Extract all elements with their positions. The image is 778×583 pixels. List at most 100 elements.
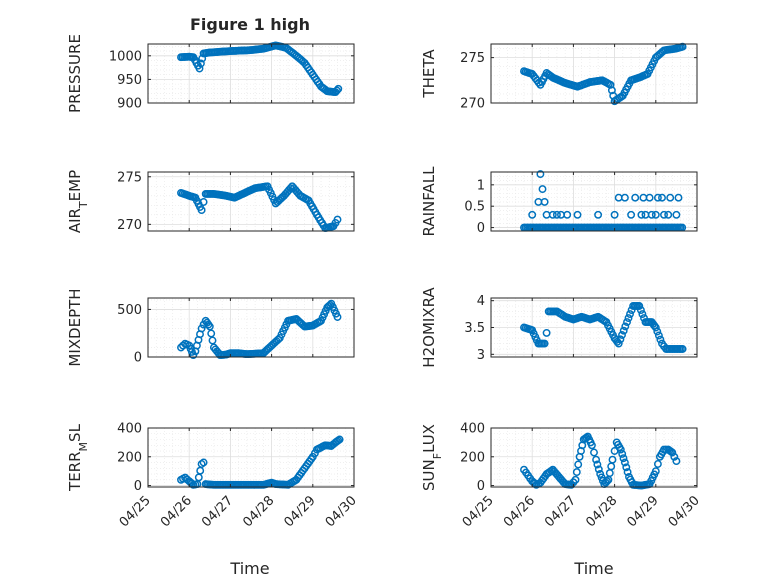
data-point bbox=[627, 210, 636, 219]
data-point bbox=[616, 445, 625, 454]
x-tick-label: 04/30 bbox=[323, 493, 360, 530]
data-point bbox=[332, 86, 341, 95]
data-point bbox=[538, 185, 547, 194]
data-point bbox=[548, 210, 557, 219]
subplot-rainfall: 0 0.5 1 RAINFALL bbox=[420, 166, 698, 237]
data-point bbox=[196, 59, 205, 68]
x-tick-label: 04/27 bbox=[199, 493, 236, 530]
data-point bbox=[619, 326, 628, 335]
figure-title: Figure 1 high bbox=[190, 15, 310, 34]
data-point bbox=[658, 193, 666, 202]
data-point bbox=[590, 448, 598, 457]
data-point bbox=[199, 458, 208, 467]
x-tick-label: 04/28 bbox=[240, 493, 277, 530]
subplot-pressure: 900 950 1000 PRESSURE bbox=[66, 34, 355, 113]
data-point bbox=[651, 467, 660, 476]
data-point bbox=[668, 448, 677, 457]
data-point bbox=[631, 193, 640, 202]
y-axis-label: SUNFLUX bbox=[420, 424, 444, 491]
data-point bbox=[618, 331, 626, 339]
y-tick-label: 0 bbox=[477, 479, 485, 494]
data-point bbox=[645, 193, 654, 202]
data-point bbox=[189, 351, 198, 360]
y-axis-label: AIRTEMP bbox=[66, 170, 90, 233]
data-point bbox=[197, 206, 206, 215]
data-point bbox=[614, 339, 623, 348]
data-point bbox=[674, 193, 683, 202]
data-point bbox=[540, 339, 549, 348]
data-point bbox=[593, 460, 602, 469]
data-point bbox=[540, 197, 549, 206]
data-point bbox=[670, 452, 679, 461]
x-tick-label: 04/26 bbox=[158, 493, 195, 530]
y-axis-label: H2OMIXRA bbox=[420, 287, 438, 368]
data-point bbox=[647, 210, 656, 219]
data-point bbox=[603, 477, 611, 486]
data-point bbox=[653, 460, 662, 468]
data-point bbox=[656, 335, 665, 344]
data-point bbox=[622, 463, 631, 472]
y-tick-label: 275 bbox=[460, 51, 485, 66]
data-point bbox=[594, 210, 603, 219]
y-tick-label: 275 bbox=[117, 170, 142, 185]
data-point bbox=[286, 184, 295, 193]
data-point bbox=[660, 210, 668, 219]
data-point bbox=[552, 210, 561, 219]
data-point bbox=[574, 460, 583, 469]
x-tick-label: 04/25 bbox=[117, 493, 154, 530]
data-point bbox=[334, 84, 343, 93]
data-point bbox=[654, 331, 663, 340]
x-tick-label: 04/26 bbox=[501, 493, 538, 530]
subplot-air-temp: 270 275 AIRTEMP bbox=[66, 170, 355, 233]
data-point bbox=[616, 335, 625, 344]
y-tick-label: 900 bbox=[117, 97, 142, 112]
y-tick-label: 270 bbox=[460, 97, 485, 112]
y-tick-label: 0 bbox=[477, 221, 485, 236]
data-point bbox=[678, 345, 687, 353]
y-axis-label: PRESSURE bbox=[66, 34, 84, 113]
data-point bbox=[635, 302, 644, 310]
data-point bbox=[594, 465, 603, 474]
y-tick-label: 400 bbox=[460, 422, 485, 437]
data-point bbox=[637, 210, 646, 219]
data-point bbox=[195, 64, 204, 73]
subplot-theta: 270 275 THETA bbox=[420, 42, 698, 112]
data-point bbox=[572, 468, 581, 477]
y-axis-label: RAINFALL bbox=[420, 166, 438, 237]
x-tick-label: 04/25 bbox=[460, 493, 497, 530]
subplot-h2omixra: 3 3.5 4 H2OMIXRA bbox=[420, 287, 698, 368]
y-tick-label: 3.5 bbox=[464, 321, 485, 336]
data-point bbox=[205, 322, 214, 331]
data-point bbox=[333, 215, 342, 224]
data-point bbox=[653, 327, 662, 336]
y-tick-label: 1000 bbox=[109, 49, 142, 64]
data-point bbox=[542, 328, 551, 337]
axes-box bbox=[490, 171, 698, 232]
x-tick-label: 04/29 bbox=[282, 493, 319, 530]
data-point bbox=[199, 198, 208, 206]
data-point bbox=[592, 455, 601, 464]
data-point bbox=[621, 322, 630, 331]
data-point bbox=[208, 336, 217, 345]
data-point bbox=[573, 210, 582, 219]
y-tick-label: 0 bbox=[134, 479, 142, 494]
data-point bbox=[623, 318, 631, 327]
axes-box bbox=[490, 43, 698, 104]
data-point bbox=[623, 468, 632, 477]
data-point bbox=[607, 86, 616, 95]
subplot-mixdepth: 0 500 MIXDEPTH bbox=[66, 288, 355, 367]
y-axis-label: TERRMSL bbox=[66, 423, 90, 492]
data-point bbox=[335, 435, 344, 444]
data-point bbox=[672, 210, 681, 219]
axes-box bbox=[147, 43, 355, 104]
data-point bbox=[608, 455, 617, 464]
subplot-terr-msl: 04/25 04/26 04/27 04/28 04/29 04/30 0 200 400 TER… bbox=[66, 422, 360, 531]
y-tick-label: 200 bbox=[117, 450, 142, 465]
axes-box bbox=[147, 427, 355, 488]
data-point bbox=[624, 314, 633, 323]
data-point bbox=[626, 310, 634, 319]
x-tick-label: 04/28 bbox=[583, 493, 620, 530]
data-point bbox=[587, 441, 596, 450]
